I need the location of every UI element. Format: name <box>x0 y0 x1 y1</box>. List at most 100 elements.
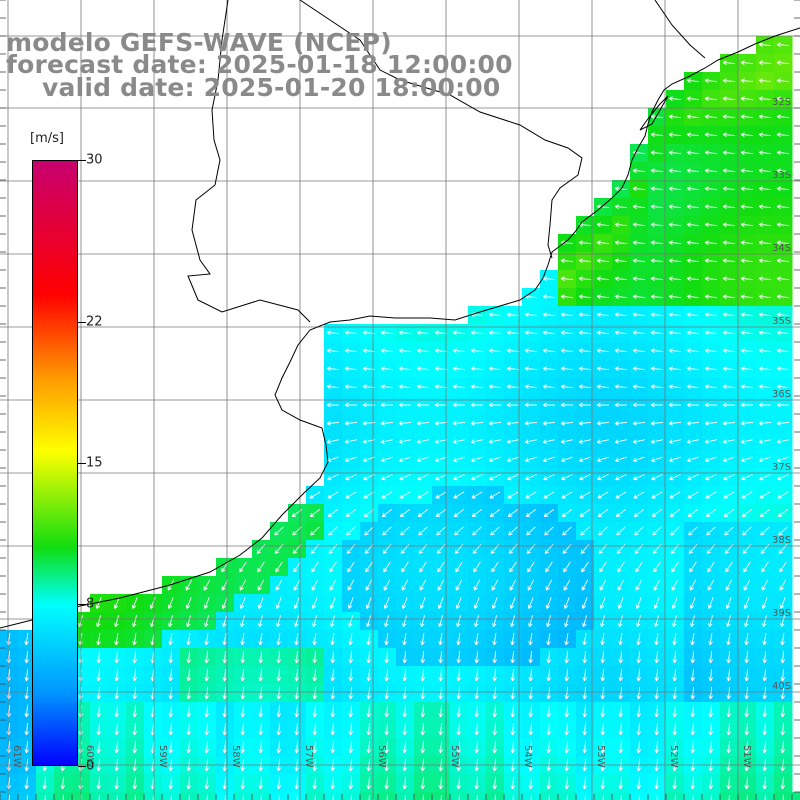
wind-arrow <box>456 704 462 718</box>
wind-arrow <box>488 439 501 444</box>
wind-arrow <box>776 60 790 66</box>
wind-arrow <box>96 776 102 790</box>
wind-arrow <box>203 597 210 609</box>
wind-arrow <box>311 579 319 591</box>
wind-arrow <box>723 491 735 499</box>
wind-arrow <box>582 776 588 790</box>
wind-arrow <box>327 491 339 499</box>
wind-arrow <box>188 794 191 800</box>
wind-arrow <box>722 456 735 463</box>
wind-arrow <box>186 740 192 754</box>
wind-arrow <box>758 348 772 354</box>
wind-arrow <box>722 78 736 84</box>
wind-arrow <box>96 633 101 646</box>
wind-arrow <box>740 348 754 354</box>
wind-arrow <box>365 579 373 591</box>
coastline-borders <box>0 0 800 629</box>
wind-arrow <box>458 794 461 800</box>
wind-arrow <box>708 704 714 718</box>
wind-arrow <box>365 597 372 609</box>
wind-arrow <box>416 330 430 336</box>
wind-arrow <box>600 615 606 628</box>
wind-arrow <box>294 704 300 718</box>
wind-arrow <box>668 114 682 120</box>
wind-arrow <box>326 402 340 408</box>
wind-arrow <box>654 704 660 718</box>
latitude-label: 34S <box>772 243 791 254</box>
wind-arrow <box>380 366 394 372</box>
wind-arrow <box>776 114 790 120</box>
wind-arrow <box>758 276 772 282</box>
wind-arrow <box>476 794 479 800</box>
wind-arrow <box>600 633 605 646</box>
wind-arrow <box>186 686 192 700</box>
wind-arrow <box>650 439 663 444</box>
wind-arrow <box>614 276 628 282</box>
wind-arrow <box>633 474 645 481</box>
wind-arrow <box>686 258 700 264</box>
colorbar-tick-mark <box>78 321 86 323</box>
wind-arrow <box>687 491 699 499</box>
wind-arrow <box>689 561 697 573</box>
wind-arrow <box>452 330 466 336</box>
wind-arrow <box>726 740 732 754</box>
wind-arrow <box>560 348 574 354</box>
wind-arrow <box>548 794 551 800</box>
wind-arrow <box>582 668 588 682</box>
wind-arrow <box>345 474 357 481</box>
wind-arrow <box>690 615 696 628</box>
wind-arrow <box>204 615 210 628</box>
wind-arrow <box>600 740 606 754</box>
wind-arrow <box>44 794 47 800</box>
wind-arrow <box>344 348 358 354</box>
wind-arrow <box>366 633 371 646</box>
wind-arrow <box>672 740 678 754</box>
wind-arrow <box>434 348 448 354</box>
wind-arrow <box>350 794 353 800</box>
wind-arrow <box>635 597 642 609</box>
wind-arrow <box>420 633 425 646</box>
wind-arrow <box>686 96 700 102</box>
longitude-label: 60W <box>84 745 95 768</box>
wind-arrow <box>560 312 574 318</box>
wind-arrow <box>204 722 210 736</box>
wind-arrow <box>560 258 574 264</box>
wind-arrow <box>168 740 174 754</box>
wind-arrow <box>762 633 767 646</box>
wind-arrow <box>293 579 301 591</box>
wind-arrow <box>506 439 519 444</box>
wind-arrow <box>740 420 754 426</box>
wind-arrow <box>650 330 664 336</box>
wind-arrow <box>327 509 339 518</box>
wind-arrow <box>708 722 714 736</box>
wind-arrow <box>474 776 480 790</box>
wind-arrow <box>221 597 228 609</box>
wind-arrow <box>686 132 700 138</box>
wind-arrow <box>636 633 641 646</box>
wind-arrow <box>438 704 444 718</box>
wind-arrow <box>726 776 732 790</box>
wind-arrow <box>132 668 138 682</box>
latitude-label: 38S <box>772 535 791 546</box>
wind-arrow <box>488 348 502 354</box>
wind-arrow <box>240 633 245 646</box>
wind-arrow <box>422 794 425 800</box>
wind-arrow <box>778 526 788 536</box>
wind-arrow <box>490 526 500 536</box>
wind-arrow <box>528 704 534 718</box>
wind-arrow <box>452 384 466 390</box>
wind-arrow <box>776 222 790 228</box>
wind-arrow <box>114 633 119 646</box>
wind-arrow <box>708 650 714 664</box>
colorbar-tick-label: 30 <box>86 152 103 168</box>
wind-arrow <box>708 740 714 754</box>
wind-arrow <box>759 509 771 518</box>
wind-arrow <box>508 526 518 536</box>
valid-date: valid date: 2025-01-20 18:00:00 <box>42 73 501 102</box>
wind-arrow <box>632 402 646 408</box>
wind-arrow <box>258 740 264 754</box>
wind-arrow <box>312 650 318 664</box>
wind-arrow <box>438 740 444 754</box>
wind-arrow <box>650 276 664 282</box>
wind-arrow <box>777 491 789 499</box>
